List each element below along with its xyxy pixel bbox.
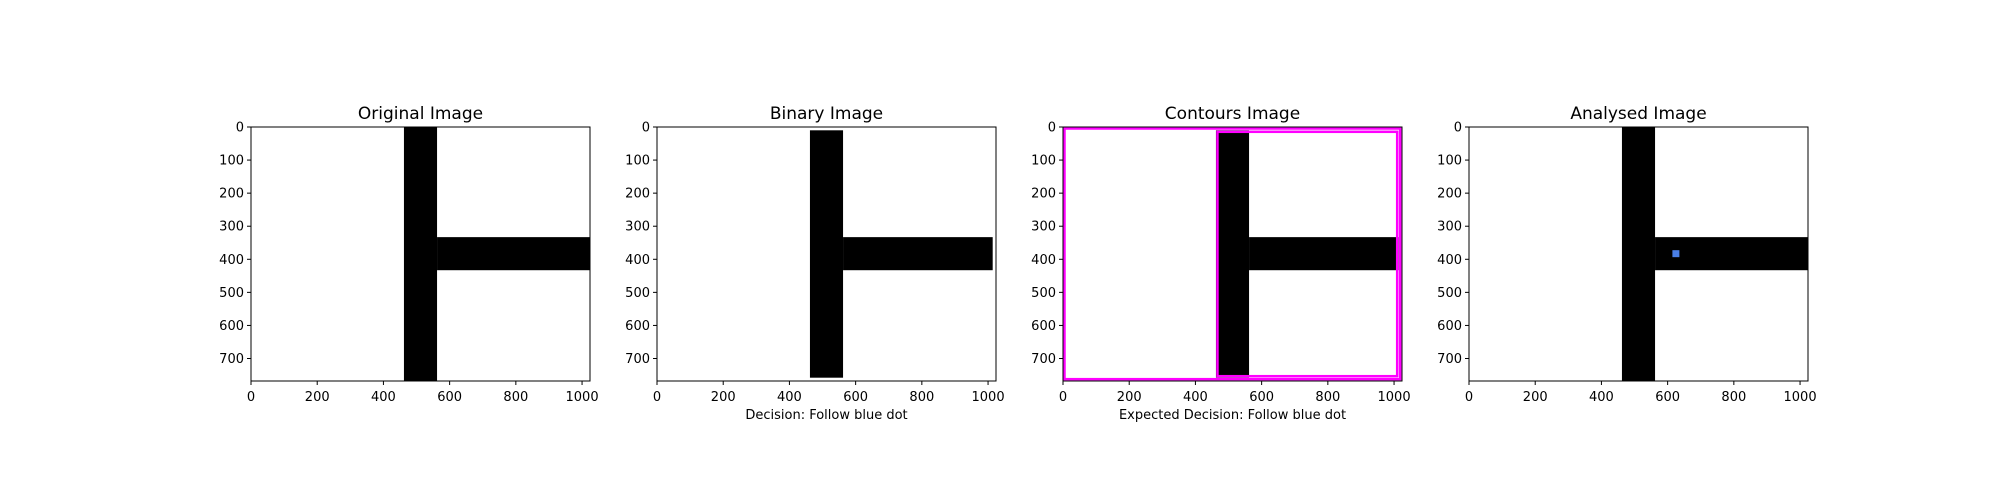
y-tick-label: 700 — [219, 352, 244, 367]
y-tick-label: 0 — [642, 121, 650, 136]
x-tick-label: 200 — [1117, 390, 1142, 405]
x-tick-label: 1000 — [1378, 390, 1411, 405]
y-tick-label: 400 — [1031, 253, 1056, 268]
y-tick-label: 300 — [219, 220, 244, 235]
y-tick-label: 100 — [1031, 154, 1056, 169]
image-shape — [1655, 237, 1808, 271]
contour-outline — [1063, 127, 1402, 381]
y-tick-label: 700 — [1437, 352, 1462, 367]
panel-title: Binary Image — [770, 104, 883, 124]
y-tick-label: 300 — [1437, 220, 1462, 235]
axes-frame — [1468, 126, 1809, 382]
contour-outline — [1216, 130, 1399, 378]
image-shape — [1215, 130, 1250, 378]
y-tick-label: 200 — [1031, 187, 1056, 202]
panel-title: Analysed Image — [1570, 104, 1706, 124]
y-tick-label: 500 — [1031, 286, 1056, 301]
y-axis: 0 100 200 300 400 500 600 700 — [625, 121, 650, 368]
x-tick-label: 1000 — [972, 390, 1005, 405]
image-shape — [437, 237, 590, 271]
y-tick-label: 100 — [1437, 154, 1462, 169]
image-shape — [1249, 237, 1399, 271]
x-axis: 0 200 400 600 800 1000 — [653, 390, 1005, 405]
x-tick-label: 1000 — [1784, 390, 1817, 405]
x-tick-label: 800 — [909, 390, 934, 405]
y-tick-label: 100 — [625, 154, 650, 169]
image-shape — [809, 130, 844, 378]
x-tick-label: 400 — [1183, 390, 1208, 405]
y-tick-label: 600 — [219, 319, 244, 334]
y-tick-label: 500 — [1437, 286, 1462, 301]
y-tick-label: 300 — [625, 220, 650, 235]
y-tick-label: 400 — [1437, 253, 1462, 268]
x-tick-label: 0 — [1059, 390, 1067, 405]
x-tick-label: 600 — [1655, 390, 1680, 405]
x-tick-label: 0 — [247, 390, 255, 405]
y-tick-label: 100 — [219, 154, 244, 169]
image-area — [653, 126, 997, 385]
panel-binary-image: Binary Image Decision: Follow blue dot 0… — [625, 104, 1004, 423]
x-tick-label: 600 — [1249, 390, 1274, 405]
y-tick-label: 300 — [1031, 220, 1056, 235]
y-tick-label: 0 — [236, 121, 244, 136]
image-shape — [843, 237, 993, 271]
axes-frame — [656, 126, 997, 382]
x-tick-label: 800 — [1721, 390, 1746, 405]
x-axis: 0 200 400 600 800 1000 — [1059, 390, 1411, 405]
axes-frame — [1062, 126, 1403, 382]
y-tick-label: 400 — [625, 253, 650, 268]
x-tick-label: 200 — [1523, 390, 1548, 405]
panel-analysed-image: Analysed Image 0 200 400 600 800 1000 0 … — [1437, 104, 1816, 405]
x-tick-label: 400 — [1589, 390, 1614, 405]
x-tick-label: 200 — [711, 390, 736, 405]
panel-title: Original Image — [358, 104, 483, 124]
x-tick-label: 600 — [843, 390, 868, 405]
image-shape — [403, 127, 438, 381]
x-tick-label: 1000 — [566, 390, 599, 405]
panel-xlabel: Expected Decision: Follow blue dot — [1119, 408, 1346, 423]
y-axis: 0 100 200 300 400 500 600 700 — [219, 121, 244, 368]
panel-title: Contours Image — [1165, 104, 1300, 124]
x-tick-label: 800 — [1315, 390, 1340, 405]
y-tick-label: 400 — [219, 253, 244, 268]
x-tick-label: 600 — [437, 390, 462, 405]
y-tick-label: 200 — [1437, 187, 1462, 202]
x-tick-label: 800 — [503, 390, 528, 405]
panel-xlabel: Decision: Follow blue dot — [745, 408, 907, 423]
y-tick-label: 200 — [625, 187, 650, 202]
x-tick-label: 0 — [1465, 390, 1473, 405]
image-area — [1059, 126, 1403, 385]
y-tick-label: 0 — [1048, 121, 1056, 136]
y-tick-label: 600 — [1437, 319, 1462, 334]
y-tick-label: 700 — [1031, 352, 1056, 367]
y-tick-label: 0 — [1454, 121, 1462, 136]
axes-frame — [250, 126, 591, 382]
image-area — [247, 126, 591, 385]
image-area — [1465, 126, 1809, 385]
y-tick-label: 700 — [625, 352, 650, 367]
y-tick-label: 600 — [1031, 319, 1056, 334]
x-axis: 0 200 400 600 800 1000 — [1465, 390, 1817, 405]
blue-dot-marker — [1672, 250, 1680, 258]
x-tick-label: 200 — [305, 390, 330, 405]
x-axis: 0 200 400 600 800 1000 — [247, 390, 599, 405]
y-tick-label: 500 — [219, 286, 244, 301]
panel-contours-image: Contours Image Expected Decision: Follow… — [1031, 104, 1410, 423]
y-tick-label: 500 — [625, 286, 650, 301]
y-axis: 0 100 200 300 400 500 600 700 — [1437, 121, 1462, 368]
panel-original-image: Original Image 0 200 400 600 800 1000 0 … — [219, 104, 598, 405]
x-tick-label: 0 — [653, 390, 661, 405]
image-shape — [1621, 127, 1656, 381]
x-tick-label: 400 — [371, 390, 396, 405]
y-tick-label: 200 — [219, 187, 244, 202]
x-tick-label: 400 — [777, 390, 802, 405]
y-tick-label: 600 — [625, 319, 650, 334]
y-axis: 0 100 200 300 400 500 600 700 — [1031, 121, 1056, 368]
